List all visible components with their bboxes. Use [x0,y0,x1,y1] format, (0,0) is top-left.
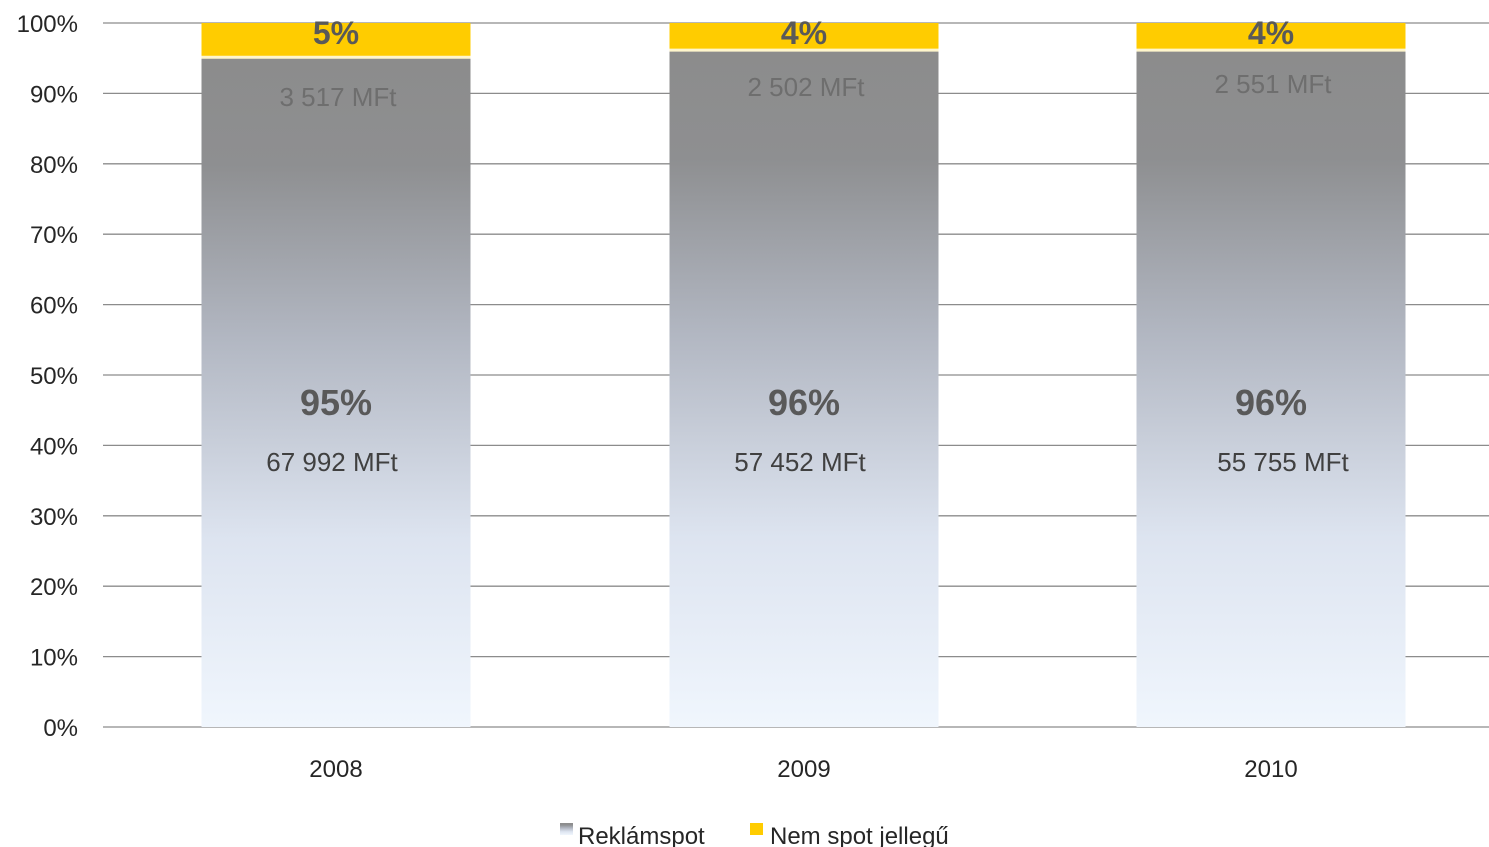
data-label-reklamspot-pct: 95% [300,382,372,423]
y-tick-label: 70% [30,222,78,249]
data-label-reklamspot-amount: 67 992 MFt [266,447,398,477]
y-tick-label: 80% [30,152,78,179]
bar-labels: 5% 3 517 MFt 95% 67 992 MFt 4% 2 502 MFt 96% 57… [266,15,1349,477]
bar-reklamspot-2010 [1136,51,1406,728]
bar-nem-spot-2008 [201,23,471,59]
data-label-nem-spot-amount: 2 502 MFt [747,72,865,102]
y-axis-tick-labels: 0% 10% 20% 30% 40% 50% 60% 70% 80% 90% 100% [17,11,78,742]
y-tick-label: 50% [30,363,78,390]
bar-nem-spot-2010 [1136,23,1406,52]
data-label-reklamspot-pct: 96% [1235,382,1307,423]
data-label-reklamspot-pct: 96% [768,382,840,423]
y-tick-label: 0% [43,715,78,742]
bar-reklamspot-2009 [669,51,939,728]
x-category-label: 2009 [777,756,830,783]
y-tick-label: 90% [30,81,78,108]
data-label-reklamspot-amount: 57 452 MFt [734,447,866,477]
y-tick-label: 60% [30,293,78,320]
bars [201,23,1406,728]
y-tick-label: 20% [30,574,78,601]
legend-label-reklamspot: Reklámspot [578,823,705,847]
y-tick-label: 40% [30,433,78,460]
data-label-nem-spot-pct: 5% [313,15,359,51]
y-tick-label: 10% [30,645,78,672]
data-label-nem-spot-amount: 2 551 MFt [1214,69,1332,99]
data-label-reklamspot-amount: 55 755 MFt [1217,447,1349,477]
x-category-label: 2008 [309,756,362,783]
data-label-nem-spot-amount: 3 517 MFt [279,82,397,112]
x-axis-category-labels: 2008 2009 2010 [309,756,1297,783]
data-label-nem-spot-pct: 4% [1248,15,1294,51]
data-label-nem-spot-pct: 4% [781,15,827,51]
legend-label-nem-spot: Nem spot jellegű [770,823,949,847]
x-category-label: 2010 [1244,756,1297,783]
legend-swatch-nem-spot [750,823,763,835]
bar-nem-spot-2009 [669,23,939,52]
y-tick-label: 30% [30,504,78,531]
bar-reklamspot-2008 [201,58,471,727]
y-tick-label: 100% [17,11,78,38]
legend: Reklámspot Nem spot jellegű [560,823,949,847]
legend-swatch-reklamspot [560,823,573,835]
